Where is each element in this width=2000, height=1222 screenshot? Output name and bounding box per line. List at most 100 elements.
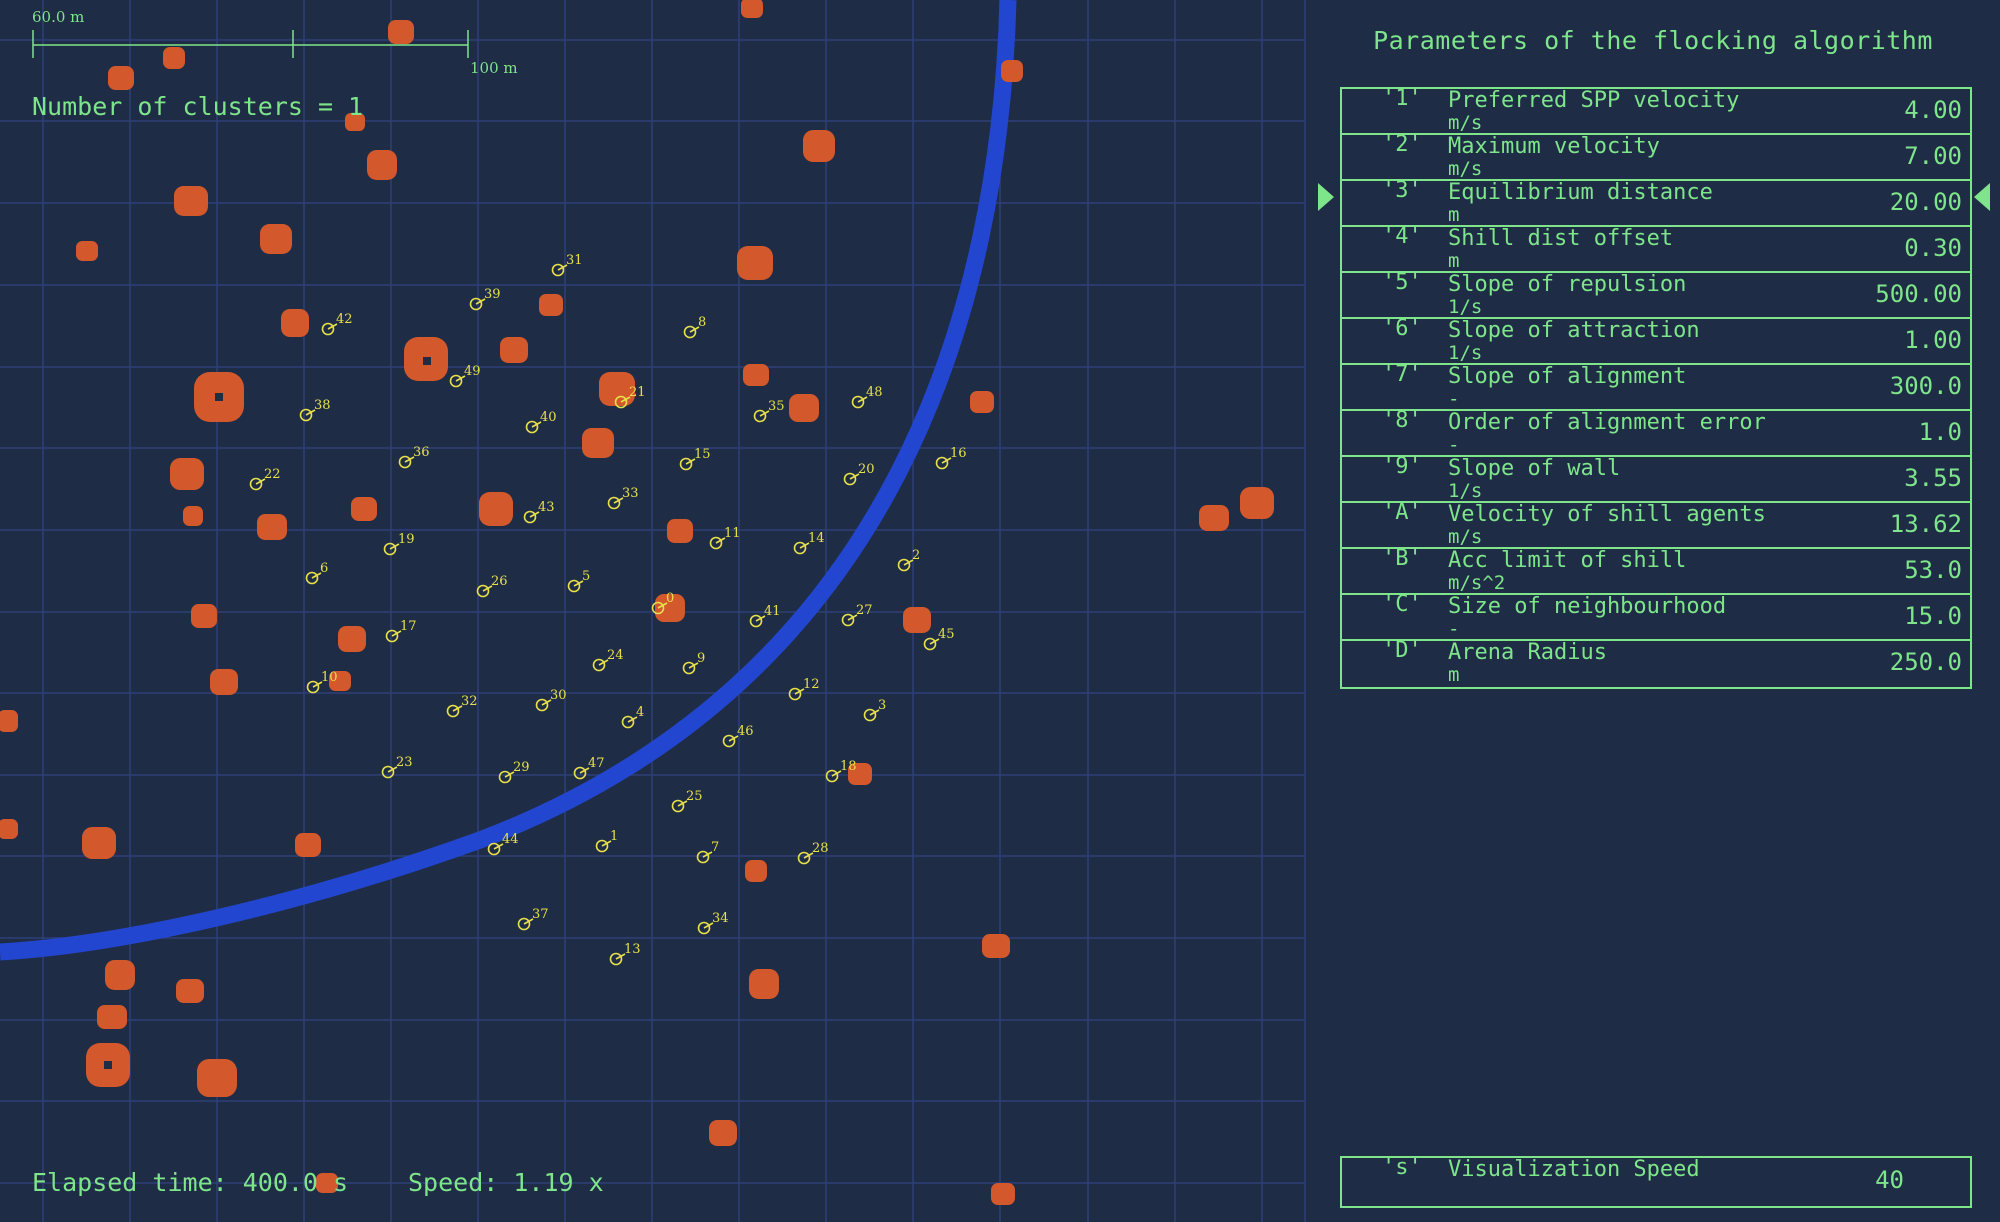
param-label: Shill dist offset xyxy=(1448,226,1674,251)
agent-marker xyxy=(679,457,693,471)
flock-arena[interactable]: 0 1 2 3 4 5 6 7 8 9 10 11 12 13 14 15 16 17 18 19 20 21 22 23 24… xyxy=(0,0,1306,1222)
obstacle xyxy=(737,246,773,280)
agent-marker xyxy=(843,472,857,486)
selected-row-left-arrow-icon xyxy=(1318,183,1334,211)
agent-label: 8 xyxy=(698,315,706,330)
agent-marker xyxy=(381,765,395,779)
obstacle xyxy=(743,364,769,386)
agent-marker xyxy=(523,510,537,524)
agent-marker xyxy=(607,496,621,510)
param-row[interactable]: '5' Slope of repulsion 1/s 500.00 xyxy=(1342,270,1970,319)
obstacle xyxy=(970,391,994,413)
param-value: 250.0 xyxy=(1889,648,1962,676)
param-value: 300.0 xyxy=(1889,372,1962,400)
agent-marker xyxy=(614,395,628,409)
agent-heading xyxy=(305,409,316,416)
agent-marker xyxy=(671,799,685,813)
obstacle xyxy=(163,47,185,69)
agent-marker xyxy=(567,579,581,593)
obstacle xyxy=(191,604,217,628)
agent-marker xyxy=(551,263,565,277)
agent-label: 42 xyxy=(336,312,353,327)
agent-marker xyxy=(299,408,313,422)
agent-heading xyxy=(677,800,688,807)
param-row[interactable]: '8' Order of alignment error - 1.0 xyxy=(1342,408,1970,457)
visualization-speed-row[interactable]: 's' Visualization Speed 40 xyxy=(1340,1155,1972,1208)
agent-heading xyxy=(728,735,739,742)
agent-label: 21 xyxy=(629,385,646,400)
agent-label: 45 xyxy=(938,627,955,642)
obstacle xyxy=(388,20,414,44)
param-unit: - xyxy=(1448,434,1460,456)
agent-marker xyxy=(749,614,763,628)
obstacle xyxy=(295,833,321,857)
obstacle xyxy=(582,428,614,458)
agent-marker xyxy=(788,687,802,701)
agent-heading xyxy=(598,659,609,666)
obstacle xyxy=(257,514,287,540)
param-row[interactable]: '7' Slope of alignment - 300.0 xyxy=(1342,362,1970,411)
agent-marker xyxy=(651,601,665,615)
obstacle xyxy=(848,763,872,785)
param-key: '6' xyxy=(1382,316,1422,341)
agent-marker xyxy=(535,698,549,712)
agent-marker xyxy=(595,839,609,853)
agent-marker xyxy=(621,715,635,729)
param-key: 'D' xyxy=(1382,638,1422,663)
agent-label: 4 xyxy=(636,705,644,720)
agent-heading xyxy=(803,852,814,859)
param-unit: m/s xyxy=(1448,158,1483,180)
param-key: '5' xyxy=(1382,270,1422,295)
param-row[interactable]: 'C' Size of neighbourhood - 15.0 xyxy=(1342,592,1970,641)
agent-marker xyxy=(592,658,606,672)
param-label: Slope of repulsion xyxy=(1448,272,1687,297)
obstacle xyxy=(76,241,98,261)
param-row[interactable]: '1' Preferred SPP velocity m/s 4.00 xyxy=(1342,86,1970,135)
agent-marker xyxy=(851,395,865,409)
param-unit: m/s^2 xyxy=(1448,572,1506,594)
agent-marker xyxy=(517,917,531,931)
param-value: 500.00 xyxy=(1875,280,1962,308)
param-label: Slope of alignment xyxy=(1448,364,1687,389)
agent-heading xyxy=(941,457,952,464)
param-key: 'C' xyxy=(1382,592,1422,617)
param-value: 1.00 xyxy=(1904,326,1962,354)
obstacle xyxy=(345,113,365,131)
cluster-count: Number of clusters = 1 xyxy=(32,92,364,121)
agent-heading xyxy=(452,705,463,712)
agent-marker xyxy=(696,850,710,864)
param-unit: - xyxy=(1448,388,1460,410)
param-key: '3' xyxy=(1382,178,1422,203)
agent-marker xyxy=(446,704,460,718)
agent-marker xyxy=(753,409,767,423)
param-row[interactable]: '3' Equilibrium distance m 20.00 xyxy=(1342,178,1970,227)
param-row[interactable]: 'D' Arena Radius m 250.0 xyxy=(1342,638,1970,687)
agent-marker xyxy=(863,708,877,722)
parameter-panel: Parameters of the flocking algorithm '1'… xyxy=(1306,0,2000,1222)
agent-label: 15 xyxy=(694,447,711,462)
agent-heading xyxy=(685,458,696,465)
arena-wall xyxy=(0,0,1017,961)
obstacle-core xyxy=(423,357,431,365)
agent-heading xyxy=(903,559,914,566)
param-row[interactable]: '9' Slope of wall 1/s 3.55 xyxy=(1342,454,1970,503)
param-row[interactable]: '2' Maximum velocity m/s 7.00 xyxy=(1342,132,1970,181)
agent-heading xyxy=(688,662,699,669)
param-row[interactable]: '6' Slope of attraction 1/s 1.00 xyxy=(1342,316,1970,365)
agent-heading xyxy=(387,766,398,773)
obstacle xyxy=(367,150,397,180)
obstacle xyxy=(903,607,931,633)
agent-label: 24 xyxy=(607,648,624,663)
obstacle xyxy=(709,1120,737,1146)
obstacle xyxy=(329,671,351,691)
param-row[interactable]: 'B' Acc limit of shill m/s^2 53.0 xyxy=(1342,546,1970,595)
agent-marker xyxy=(797,851,811,865)
agent-label: 0 xyxy=(666,591,674,606)
param-row[interactable]: 'A' Velocity of shill agents m/s 13.62 xyxy=(1342,500,1970,549)
param-value: 7.00 xyxy=(1904,142,1962,170)
agent-label: 49 xyxy=(464,364,481,379)
obstacle xyxy=(82,827,116,859)
agent-label: 20 xyxy=(858,462,875,477)
agent-marker xyxy=(321,322,335,336)
param-row[interactable]: '4' Shill dist offset m 0.30 xyxy=(1342,224,1970,273)
